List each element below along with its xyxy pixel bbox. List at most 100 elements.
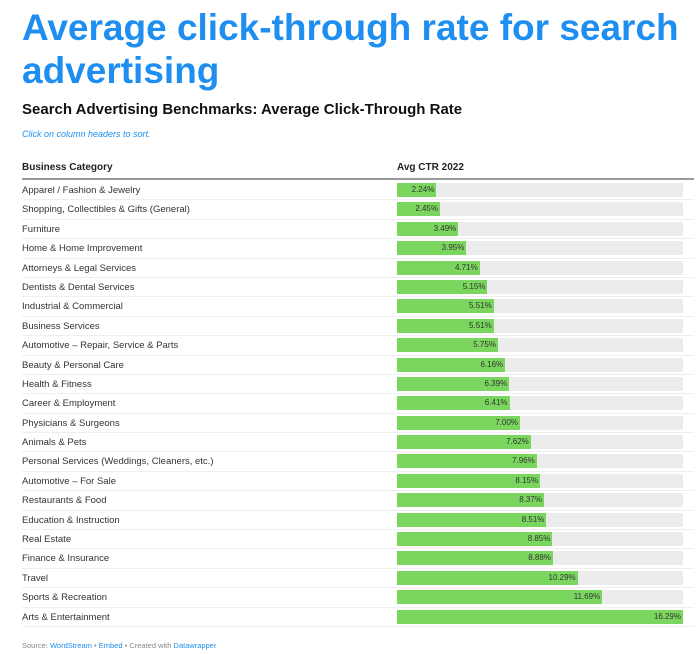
category-label: Business Services bbox=[22, 320, 100, 332]
value-label: 8.85% bbox=[527, 534, 551, 544]
bar-track: 5.75% bbox=[397, 338, 683, 353]
value-label: 8.51% bbox=[521, 514, 545, 524]
table-row: Automotive – Repair, Service & Parts 5.7… bbox=[22, 336, 694, 356]
table-row: Industrial & Commercial 5.51% bbox=[22, 297, 694, 317]
category-label: Automotive – Repair, Service & Parts bbox=[22, 340, 179, 352]
value-label: 11.69% bbox=[573, 592, 601, 602]
ctr-bar: 8.51% bbox=[397, 512, 547, 527]
bar-track: 6.39% bbox=[397, 376, 683, 391]
category-label: Finance & Insurance bbox=[22, 553, 110, 565]
column-header-category[interactable]: Business Category bbox=[22, 162, 113, 173]
bar-track: 4.71% bbox=[397, 260, 683, 275]
value-label: 3.95% bbox=[441, 243, 465, 253]
table-row: Finance & Insurance 8.88% bbox=[22, 549, 694, 569]
category-label: Apparel / Fashion & Jewelry bbox=[22, 185, 141, 196]
category-label: Sports & Recreation bbox=[22, 592, 108, 604]
category-label: Physicians & Surgeons bbox=[22, 417, 120, 429]
bar-track: 3.95% bbox=[397, 241, 683, 256]
column-header-ctr[interactable]: Avg CTR 2022 bbox=[397, 162, 464, 173]
category-label: Restaurants & Food bbox=[22, 495, 107, 507]
table-row: Business Services 5.51% bbox=[22, 317, 694, 337]
bar-track: 11.69% bbox=[397, 590, 683, 605]
ctr-bar: 8.88% bbox=[397, 551, 553, 566]
footer: Source: WordStream • Embed • Created wit… bbox=[22, 641, 216, 650]
table-row: Physicians & Surgeons 7.00% bbox=[22, 414, 694, 434]
bar-track: 7.00% bbox=[397, 415, 683, 430]
value-label: 6.16% bbox=[480, 359, 504, 369]
value-label: 7.96% bbox=[512, 456, 535, 466]
embed-link[interactable]: Embed bbox=[98, 641, 123, 650]
category-label: Arts & Entertainment bbox=[22, 611, 110, 623]
category-label: Health & Fitness bbox=[22, 378, 92, 390]
value-label: 8.88% bbox=[528, 553, 551, 563]
ctr-bar: 8.85% bbox=[397, 532, 553, 547]
value-label: 2.24% bbox=[411, 185, 435, 194]
source-label: Source: bbox=[22, 641, 48, 650]
page-title: Average click-through rate for search ad… bbox=[22, 7, 679, 91]
ctr-bar: 6.41% bbox=[397, 396, 510, 411]
table-row: Career & Employment 6.41% bbox=[22, 394, 694, 414]
bar-track: 8.15% bbox=[397, 473, 683, 488]
category-label: Career & Employment bbox=[22, 398, 116, 410]
source-link[interactable]: WordStream bbox=[49, 641, 92, 650]
ctr-bar: 10.29% bbox=[397, 570, 578, 585]
bar-track: 2.24% bbox=[397, 183, 683, 197]
value-label: 5.75% bbox=[473, 340, 496, 350]
value-label: 7.00% bbox=[495, 417, 518, 427]
bar-track: 6.16% bbox=[397, 357, 683, 372]
ctr-bar: 5.75% bbox=[397, 338, 498, 353]
ctr-bar: 3.49% bbox=[397, 221, 459, 236]
table-row: Health & Fitness 6.39% bbox=[22, 375, 694, 395]
category-label: Education & Instruction bbox=[22, 514, 120, 526]
ctr-bar: 16.29% bbox=[397, 609, 683, 624]
category-label: Real Estate bbox=[22, 534, 72, 546]
category-label: Shopping, Collectibles & Gifts (General) bbox=[22, 204, 190, 216]
ctr-bar: 5.51% bbox=[397, 299, 494, 314]
category-label: Travel bbox=[22, 572, 49, 584]
value-label: 4.71% bbox=[455, 262, 478, 272]
table-row: Arts & Entertainment 16.29% bbox=[22, 608, 694, 627]
category-label: Industrial & Commercial bbox=[22, 301, 123, 313]
value-label: 5.51% bbox=[469, 301, 492, 311]
ctr-bar: 2.45% bbox=[397, 202, 440, 217]
table-row: Sports & Recreation 11.69% bbox=[22, 588, 694, 608]
table-row: Dentists & Dental Services 5.15% bbox=[22, 278, 694, 298]
category-label: Home & Home Improvement bbox=[22, 243, 143, 255]
ctr-bar: 5.51% bbox=[397, 318, 494, 333]
bar-track: 2.45% bbox=[397, 202, 683, 217]
table-row: Apparel / Fashion & Jewelry 2.24% bbox=[22, 181, 694, 201]
value-label: 3.49% bbox=[433, 223, 457, 233]
ctr-bar: 7.00% bbox=[397, 415, 520, 430]
bar-track: 5.15% bbox=[397, 279, 683, 294]
category-label: Furniture bbox=[22, 223, 61, 235]
bar-track: 16.29% bbox=[397, 609, 683, 624]
ctr-bar: 7.62% bbox=[397, 435, 531, 450]
sort-hint: Click on column headers to sort. bbox=[22, 129, 151, 139]
table-row: Travel 10.29% bbox=[22, 569, 694, 589]
ctr-bar: 8.15% bbox=[397, 473, 541, 488]
ctr-bar: 6.39% bbox=[397, 376, 510, 391]
ctr-bar: 5.15% bbox=[397, 279, 488, 294]
value-label: 16.29% bbox=[653, 611, 681, 621]
value-label: 2.45% bbox=[415, 204, 438, 214]
category-label: Automotive – For Sale bbox=[22, 475, 116, 487]
category-label: Beauty & Personal Care bbox=[22, 359, 124, 371]
table-title: Search Advertising Benchmarks: Average C… bbox=[22, 101, 463, 118]
table-row: Home & Home Improvement 3.95% bbox=[22, 239, 694, 259]
ctr-bar: 6.16% bbox=[397, 357, 506, 372]
table-row: Beauty & Personal Care 6.16% bbox=[22, 356, 694, 375]
bar-track: 8.37% bbox=[397, 493, 683, 508]
value-label: 7.62% bbox=[506, 437, 529, 447]
bar-track: 7.62% bbox=[397, 435, 683, 450]
value-label: 8.37% bbox=[519, 495, 542, 505]
table-row: Restaurants & Food 8.37% bbox=[22, 491, 694, 511]
ctr-bar: 4.71% bbox=[397, 260, 480, 275]
category-label: Dentists & Dental Services bbox=[22, 281, 135, 293]
value-label: 6.41% bbox=[484, 398, 508, 408]
datawrapper-link[interactable]: Datawrapper bbox=[173, 641, 217, 650]
separator: • bbox=[94, 641, 97, 650]
value-label: 6.39% bbox=[484, 378, 508, 388]
category-label: Animals & Pets bbox=[22, 437, 87, 449]
bar-track: 8.85% bbox=[397, 532, 683, 547]
ctr-bar: 2.24% bbox=[397, 183, 437, 197]
